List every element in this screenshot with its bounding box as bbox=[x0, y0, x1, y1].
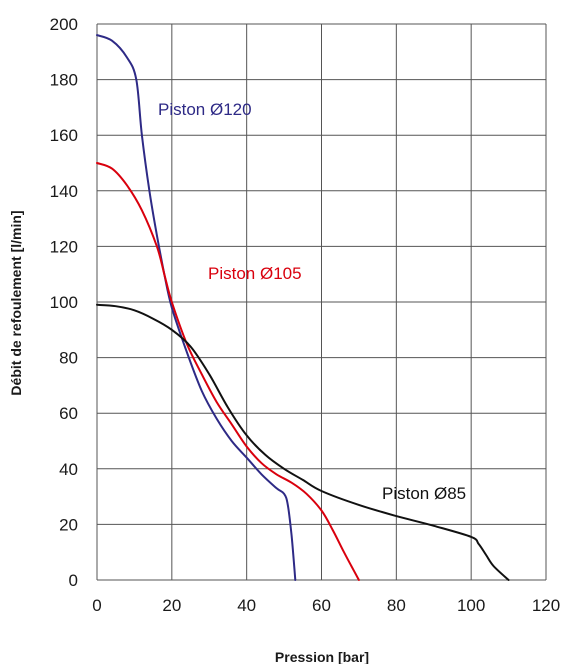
series-line-2 bbox=[96, 303, 510, 581]
y-tick-labels: 0 20 40 60 80 100 120 140 160 180 200 bbox=[50, 15, 78, 590]
y-tick-label-4: 80 bbox=[59, 349, 78, 368]
y-tick-label-0: 0 bbox=[69, 571, 78, 590]
y-tick-label-3: 60 bbox=[59, 404, 78, 423]
x-tick-label-1: 20 bbox=[162, 596, 181, 615]
gridlines bbox=[96, 23, 547, 581]
y-tick-label-2: 40 bbox=[59, 460, 78, 479]
y-tick-label-10: 200 bbox=[50, 15, 78, 34]
x-tick-label-2: 40 bbox=[237, 596, 256, 615]
y-tick-label-6: 120 bbox=[50, 237, 78, 256]
x-tick-label-6: 120 bbox=[532, 596, 560, 615]
series-line-0 bbox=[96, 34, 297, 581]
y-axis-title: Débit de refoulement [l/min] bbox=[8, 210, 24, 395]
x-tick-labels: 0 20 40 60 80 100 120 bbox=[92, 596, 560, 615]
series-lines bbox=[96, 34, 510, 581]
y-tick-label-5: 100 bbox=[50, 293, 78, 312]
y-tick-label-9: 180 bbox=[50, 71, 78, 90]
x-tick-label-5: 100 bbox=[457, 596, 485, 615]
x-tick-label-4: 80 bbox=[387, 596, 406, 615]
y-tick-label-7: 140 bbox=[50, 182, 78, 201]
series-label-piston-85: Piston Ø85 bbox=[382, 484, 466, 503]
y-tick-label-1: 20 bbox=[59, 515, 78, 534]
x-tick-label-3: 60 bbox=[312, 596, 331, 615]
x-tick-label-0: 0 bbox=[92, 596, 101, 615]
series-label-piston-105: Piston Ø105 bbox=[208, 264, 302, 283]
y-tick-label-8: 160 bbox=[50, 126, 78, 145]
series-line-1 bbox=[96, 162, 360, 581]
series-label-piston-120: Piston Ø120 bbox=[158, 100, 252, 119]
x-axis-title: Pression [bar] bbox=[275, 649, 369, 664]
